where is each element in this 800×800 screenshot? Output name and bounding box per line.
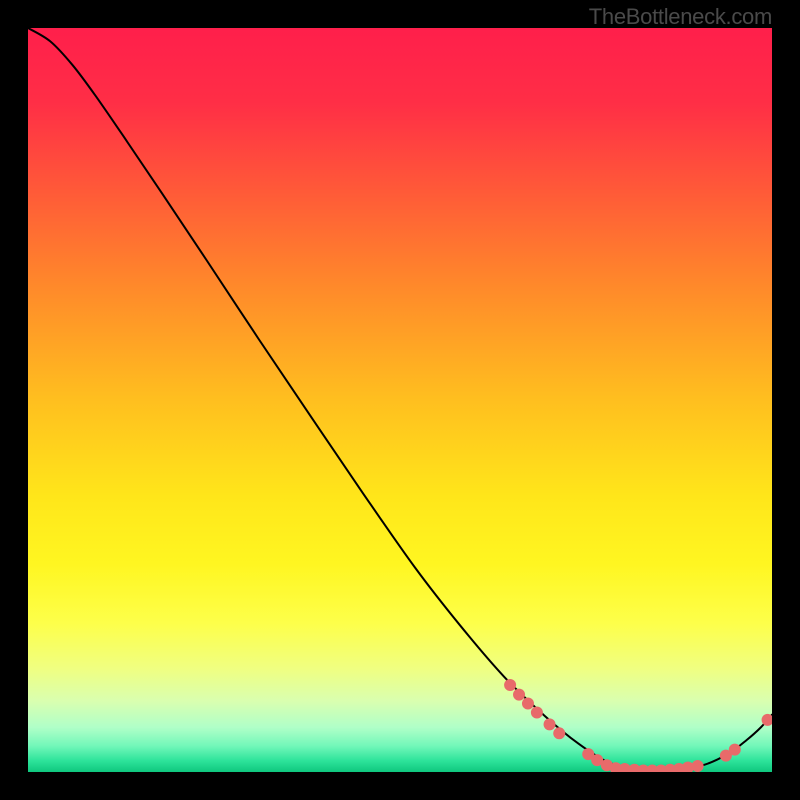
marker-point [729, 744, 741, 756]
marker-point [544, 718, 556, 730]
bottleneck-curve [28, 28, 772, 771]
watermark-text: TheBottleneck.com [589, 4, 772, 30]
marker-point [692, 760, 704, 772]
marker-group [504, 679, 772, 772]
marker-point [531, 706, 543, 718]
marker-point [504, 679, 516, 691]
plot-area [28, 28, 772, 772]
marker-point [513, 689, 525, 701]
marker-point [553, 727, 565, 739]
curve-layer [28, 28, 772, 772]
marker-point [522, 698, 534, 710]
